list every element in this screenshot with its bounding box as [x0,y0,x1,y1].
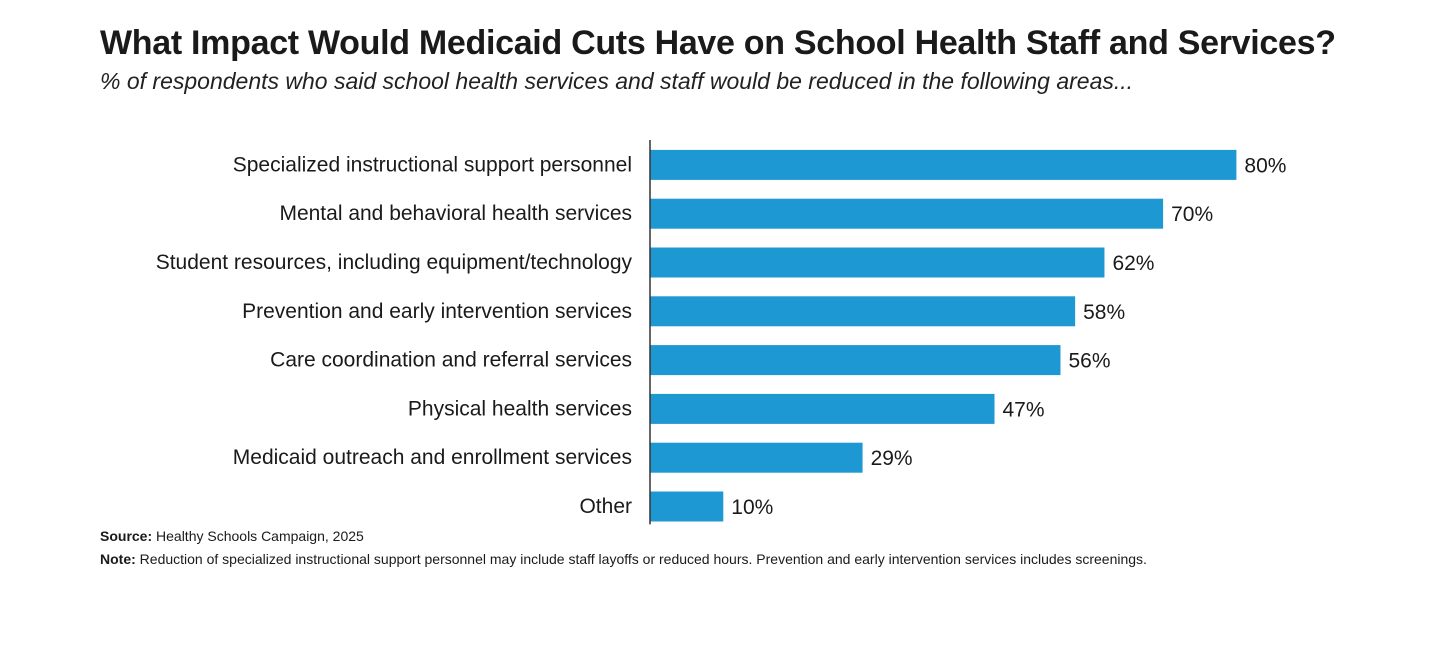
bar [650,247,1105,278]
chart-title: What Impact Would Medicaid Cuts Have on … [100,24,1336,62]
source-line: Source: Healthy Schools Campaign, 2025 [100,526,364,546]
chart-subtitle: % of respondents who said school health … [100,68,1134,94]
value-label: 62% [1112,252,1154,275]
value-label: 56% [1068,350,1110,373]
value-label: 10% [731,496,773,519]
bar [650,491,724,522]
category-label: Student resources, including equipment/t… [156,251,633,274]
bar [650,198,1164,229]
note-label: Note: [100,551,136,567]
bar [650,149,1237,180]
category-label: Other [579,495,632,518]
value-label: 58% [1083,301,1125,324]
value-label: 29% [871,447,913,470]
value-label: 70% [1171,203,1213,226]
bars-group: Specialized instructional support person… [156,149,1286,522]
bar [650,345,1061,376]
category-label: Prevention and early intervention servic… [242,300,632,323]
bar [650,442,863,473]
value-label: 80% [1244,154,1286,177]
bar [650,393,995,424]
category-label: Specialized instructional support person… [233,153,632,176]
source-text: Healthy Schools Campaign, 2025 [152,528,364,544]
note-text: Reduction of specialized instructional s… [135,551,1147,567]
note-line: Note: Reduction of specialized instructi… [100,549,1280,569]
category-label: Physical health services [408,397,632,420]
category-label: Medicaid outreach and enrollment service… [233,446,632,469]
category-label: Mental and behavioral health services [279,202,632,225]
source-label: Source: [100,528,153,544]
value-label: 47% [1003,398,1045,421]
bar [650,296,1076,327]
category-label: Care coordination and referral services [270,349,632,372]
